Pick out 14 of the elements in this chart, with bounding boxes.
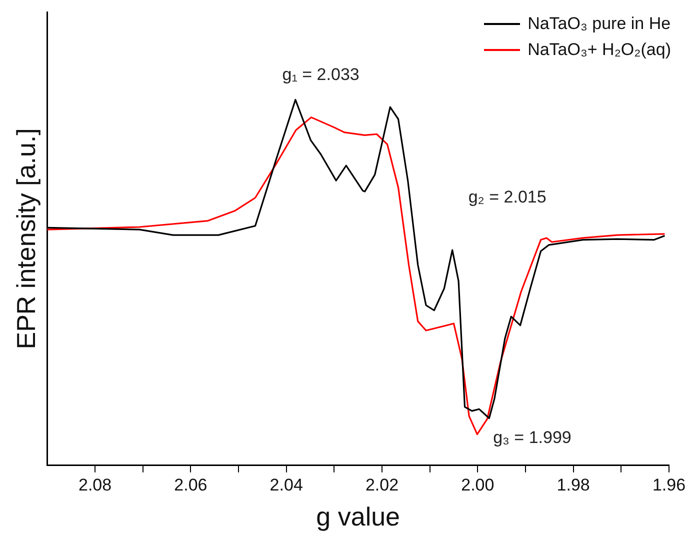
x-tick-label: 1.96 (652, 475, 686, 494)
x-tick-label: 2.04 (270, 475, 303, 494)
x-tick-label: 2.02 (365, 475, 399, 494)
x-tick-label: 1.98 (556, 475, 590, 494)
x-tick-label: 2.06 (174, 475, 208, 494)
y-axis-title: EPR intensity [a.u.] (10, 128, 41, 350)
legend-label: NaTaO₃+ H₂O₂(aq) (528, 40, 671, 60)
annotation: g₃ = 1.999 (493, 428, 572, 447)
x-tick-label: 2.00 (461, 475, 494, 494)
x-tick-label: 2.08 (78, 475, 112, 494)
annotation: g₂ = 2.015 (468, 188, 546, 207)
text: g₁ = 2.033 (282, 65, 360, 84)
x-axis-title: g value (316, 502, 400, 532)
legend-label: NaTaO₃ pure in He (528, 14, 671, 34)
